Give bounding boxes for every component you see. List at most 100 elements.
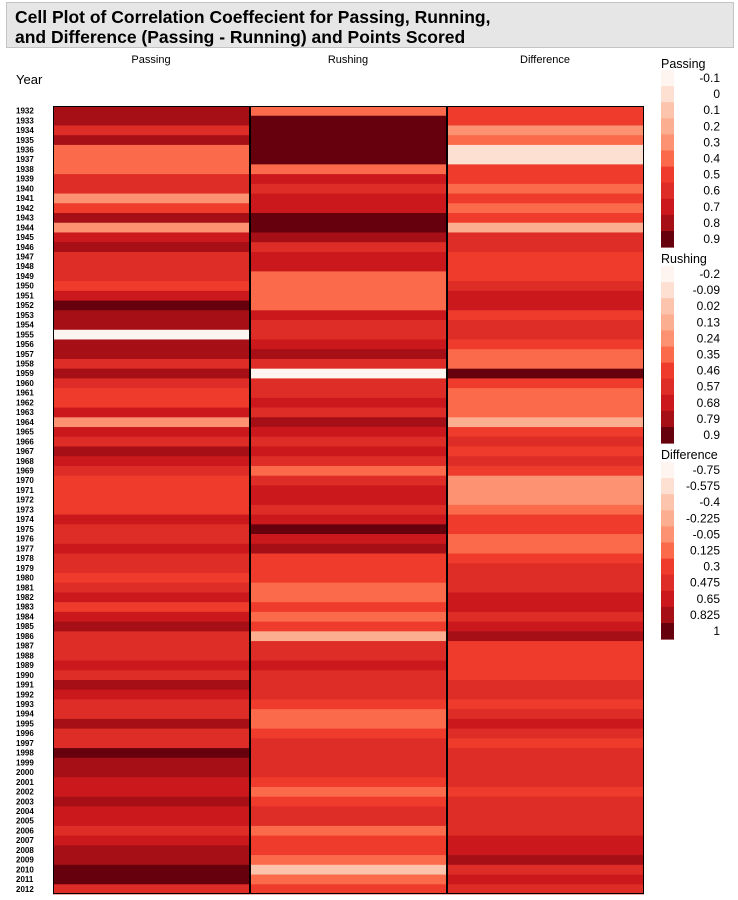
year-label-1944: 1944 <box>16 223 34 232</box>
cell-difference-2007 <box>447 835 644 846</box>
cell-passing-1956 <box>53 339 250 350</box>
cell-rushing-1986 <box>250 631 447 642</box>
cell-rushing-1990 <box>250 670 447 681</box>
legend-label-passing-0: -0.1 <box>699 71 720 85</box>
year-label-1996: 1996 <box>16 729 34 738</box>
cell-passing-1938 <box>53 164 250 175</box>
cell-difference-2004 <box>447 806 644 817</box>
cell-difference-1996 <box>447 728 644 739</box>
year-label-1984: 1984 <box>16 612 34 621</box>
cell-passing-2006 <box>53 825 250 837</box>
cell-passing-1968 <box>53 456 250 467</box>
year-label-1966: 1966 <box>16 437 34 446</box>
legend-label-passing-4: 0.3 <box>703 135 720 149</box>
cell-rushing-1997 <box>250 738 447 749</box>
cell-difference-1948 <box>447 261 644 272</box>
legend-swatch-rushing-9 <box>661 410 674 428</box>
cell-passing-1933 <box>53 115 250 126</box>
cell-passing-2009 <box>53 855 250 866</box>
cell-difference-2012 <box>447 884 644 895</box>
legend-label-difference-3: -0.225 <box>686 511 720 525</box>
cell-difference-1990 <box>447 670 644 681</box>
year-label-1973: 1973 <box>16 505 34 514</box>
year-label-2008: 2008 <box>16 846 34 855</box>
legend-label-rushing-2: 0.02 <box>697 299 721 313</box>
year-label-1954: 1954 <box>16 321 34 330</box>
legend-swatch-rushing-4 <box>661 330 674 347</box>
cell-difference-2010 <box>447 864 644 875</box>
year-label-1949: 1949 <box>16 272 34 281</box>
cell-rushing-1981 <box>250 582 447 593</box>
cell-passing-2007 <box>53 835 250 846</box>
cell-difference-1950 <box>447 281 644 292</box>
cell-passing-1953 <box>53 310 250 321</box>
cell-passing-1943 <box>53 213 250 224</box>
legend-swatch-difference-6 <box>661 558 674 576</box>
year-label-1957: 1957 <box>16 350 34 359</box>
cell-passing-1982 <box>53 592 250 603</box>
year-label-1987: 1987 <box>16 642 34 651</box>
cell-passing-2012 <box>53 884 250 895</box>
cell-rushing-1976 <box>250 534 447 545</box>
year-label-1980: 1980 <box>16 574 34 583</box>
year-label-1951: 1951 <box>16 291 34 300</box>
cell-rushing-2002 <box>250 786 447 798</box>
legend-label-difference-4: -0.05 <box>693 527 721 541</box>
cell-rushing-1970 <box>250 475 447 486</box>
cell-passing-1983 <box>53 602 250 613</box>
cell-difference-2003 <box>447 796 644 807</box>
column-header-rushing: Rushing <box>327 54 369 66</box>
year-label-1986: 1986 <box>16 632 34 641</box>
cell-rushing-2012 <box>250 884 447 895</box>
legend-swatch-difference-10 <box>661 623 674 640</box>
legend-swatch-difference-1 <box>661 478 674 495</box>
legend-label-rushing-4: 0.24 <box>697 331 721 345</box>
year-label-2006: 2006 <box>16 826 34 835</box>
cell-passing-1977 <box>53 543 250 554</box>
cell-passing-1957 <box>53 349 250 360</box>
legend-label-passing-7: 0.6 <box>703 184 720 198</box>
cell-rushing-1955 <box>250 329 447 340</box>
legend-swatch-difference-5 <box>661 542 674 560</box>
cell-rushing-1978 <box>250 553 447 564</box>
year-label-1994: 1994 <box>16 710 34 719</box>
cell-rushing-1960 <box>250 378 447 389</box>
legend-swatch-rushing-8 <box>661 394 674 412</box>
cell-difference-1957 <box>447 349 644 360</box>
cell-difference-1993 <box>447 699 644 710</box>
cell-passing-2011 <box>53 874 250 885</box>
cell-passing-1979 <box>53 563 250 574</box>
cell-difference-1970 <box>447 475 644 486</box>
cell-passing-1992 <box>53 689 250 700</box>
cell-passing-1987 <box>53 641 250 652</box>
column-header-difference: Difference <box>520 54 570 66</box>
cell-difference-1941 <box>447 193 644 204</box>
year-label-1998: 1998 <box>16 749 34 758</box>
cell-difference-1935 <box>447 135 644 146</box>
year-label-1991: 1991 <box>16 681 34 690</box>
year-label-1985: 1985 <box>16 622 34 631</box>
cell-rushing-1962 <box>250 397 447 408</box>
year-label-1939: 1939 <box>16 175 34 184</box>
legend-swatch-passing-4 <box>661 134 674 151</box>
cell-passing-1998 <box>53 748 250 759</box>
year-label-1967: 1967 <box>16 447 34 456</box>
cell-passing-1997 <box>53 738 250 749</box>
cell-rushing-1959 <box>250 368 447 379</box>
cell-passing-1946 <box>53 242 250 253</box>
cell-passing-1994 <box>53 709 250 720</box>
legend-swatch-difference-0 <box>661 462 674 479</box>
legend-swatch-difference-7 <box>661 574 674 592</box>
year-label-1978: 1978 <box>16 554 34 563</box>
cell-rushing-1942 <box>250 203 447 214</box>
cell-passing-1951 <box>53 290 250 301</box>
legend-label-difference-9: 0.825 <box>690 608 720 622</box>
cell-rushing-1946 <box>250 242 447 253</box>
cell-rushing-1933 <box>250 115 447 126</box>
year-label-2012: 2012 <box>16 885 34 894</box>
cell-difference-1942 <box>447 203 644 214</box>
chart-title-line-2: and Difference (Passing - Running) and P… <box>15 27 466 47</box>
cell-passing-1973 <box>53 504 250 515</box>
cell-passing-1993 <box>53 699 250 710</box>
cell-rushing-1963 <box>250 407 447 418</box>
